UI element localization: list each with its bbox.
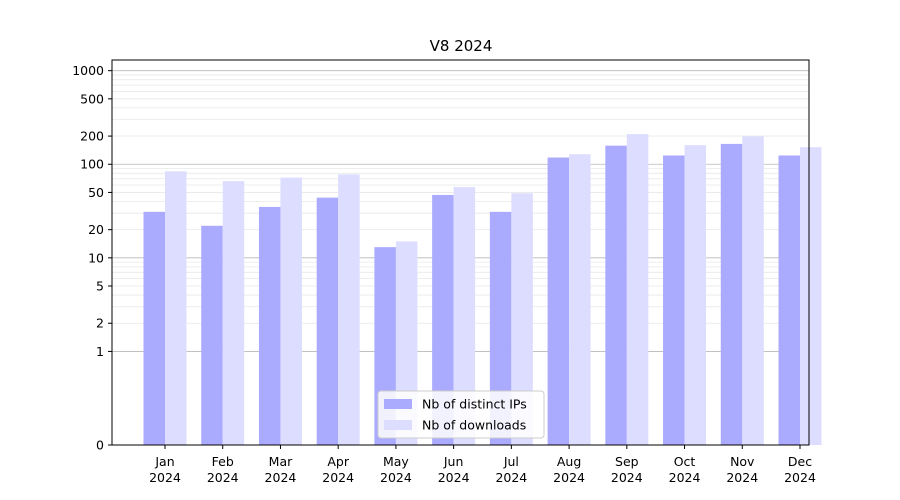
y-tick-label: 5: [96, 279, 104, 294]
x-tick-label-month: Dec: [788, 454, 812, 469]
bar-downloads-mar: [280, 177, 302, 446]
bar-downloads-jun: [453, 187, 476, 445]
y-tick-label: 50: [88, 185, 104, 200]
y-tick-label: 1: [96, 344, 104, 359]
legend-frame: [377, 390, 545, 439]
x-tick-label-year: 2024: [322, 470, 354, 485]
chart-title: V8 2024: [430, 37, 493, 55]
x-tick-label-year: 2024: [438, 470, 470, 485]
x-tick-label-month: Oct: [674, 454, 696, 469]
x-tick-label-year: 2024: [784, 470, 816, 485]
bars: [143, 134, 822, 446]
bar-downloads-jan: [165, 171, 187, 445]
bar-downloads-feb: [222, 181, 245, 445]
y-axis: 0 1 2 5 10 20 50 100 200 500 1000: [72, 63, 112, 453]
x-tick-label-month: Aug: [557, 454, 581, 469]
bar-distinct-ips-oct: [663, 155, 685, 445]
x-tick-label-year: 2024: [207, 470, 239, 485]
x-tick-label-month: Nov: [730, 454, 755, 469]
bar-distinct-ips-mar: [258, 206, 281, 445]
legend-swatch-distinct-ips: [384, 399, 412, 409]
x-tick-label-month: Apr: [327, 454, 349, 469]
x-tick-label-year: 2024: [149, 470, 181, 485]
x-tick-label-year: 2024: [495, 470, 527, 485]
legend: Nb of distinct IPs Nb of downloads: [377, 390, 545, 439]
bar-distinct-ips-apr: [316, 197, 339, 445]
axes-frame: [111, 59, 810, 446]
x-tick-label-month: Sep: [615, 454, 639, 469]
x-tick-label-year: 2024: [669, 470, 701, 485]
x-tick-label-month: Jan: [154, 454, 174, 469]
x-tick-label-month: Mar: [269, 454, 293, 469]
x-tick-label-year: 2024: [611, 470, 643, 485]
y-tick-label: 100: [80, 157, 104, 172]
bar-downloads-oct: [684, 145, 707, 445]
x-tick-label-month: Jun: [443, 454, 464, 469]
y-tick-label: 2: [96, 316, 104, 331]
x-tick-label-month: May: [383, 454, 409, 469]
y-tick-label: 500: [80, 91, 104, 106]
bar-distinct-ips-jul: [489, 211, 512, 445]
bar-downloads-sep: [626, 134, 649, 446]
bar-downloads-apr: [338, 174, 360, 445]
x-tick-label-year: 2024: [726, 470, 758, 485]
x-axis: Jan2024Feb2024Mar2024Apr2024May2024Jun20…: [149, 445, 816, 485]
bar-distinct-ips-sep: [605, 145, 627, 445]
bar-downloads-dec: [800, 147, 822, 445]
x-tick-label-year: 2024: [380, 470, 412, 485]
x-tick-label-month: Jul: [503, 454, 519, 469]
legend-swatch-downloads: [384, 420, 412, 430]
legend-label-distinct-ips: Nb of distinct IPs: [422, 397, 527, 412]
x-tick-label-year: 2024: [265, 470, 297, 485]
y-tick-label: 20: [88, 222, 104, 237]
bar-downloads-aug: [569, 154, 591, 446]
bar-distinct-ips-jan: [143, 211, 165, 445]
legend-label-downloads: Nb of downloads: [422, 418, 526, 433]
y-tick-label: 10: [88, 250, 104, 265]
bar-downloads-nov: [742, 136, 764, 445]
x-tick-label-month: Feb: [212, 454, 234, 469]
y-tick-label: 1000: [72, 63, 104, 78]
bar-distinct-ips-dec: [778, 155, 800, 445]
bar-distinct-ips-aug: [547, 157, 570, 445]
y-tick-label: 200: [80, 129, 104, 144]
y-tick-label: 0: [96, 438, 104, 453]
bar-distinct-ips-feb: [201, 225, 223, 445]
bar-distinct-ips-jun: [432, 194, 454, 445]
x-tick-label-year: 2024: [553, 470, 585, 485]
bar-distinct-ips-nov: [720, 143, 743, 445]
bar-downloads-jul: [511, 193, 533, 445]
